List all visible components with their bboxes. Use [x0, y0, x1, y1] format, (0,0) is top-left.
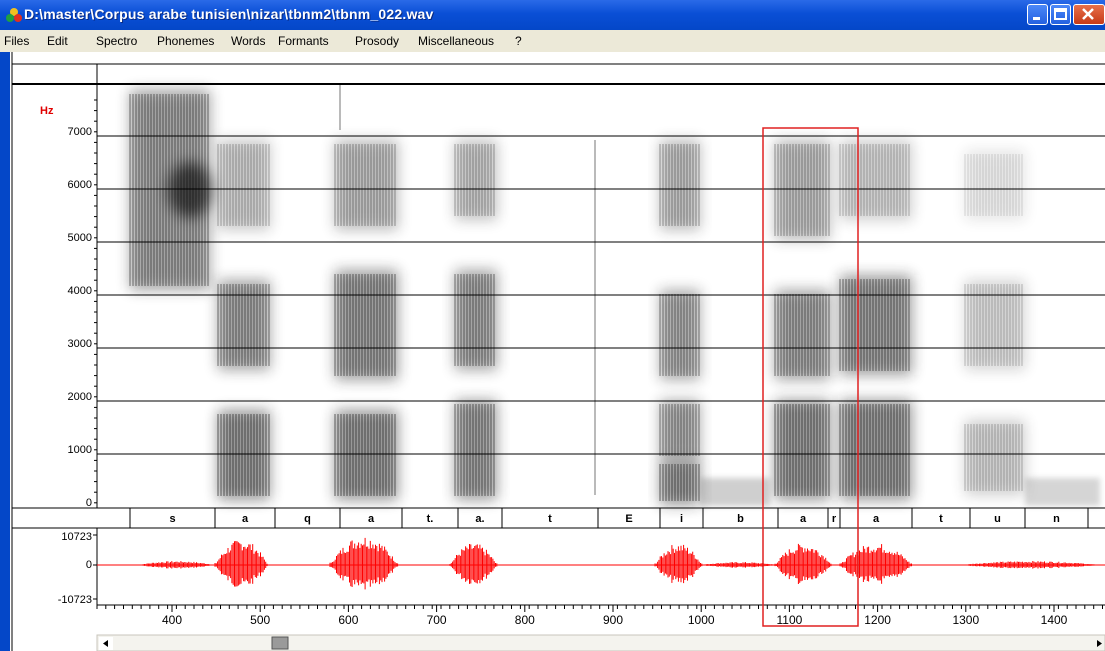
- menu-files[interactable]: Files: [4, 34, 30, 48]
- minimize-button[interactable]: [1027, 4, 1048, 25]
- menu-help[interactable]: ?: [515, 34, 522, 48]
- arrow-right-icon: [1097, 640, 1102, 647]
- window-left-frame: [0, 52, 10, 651]
- spectral-energy: [660, 140, 700, 230]
- spectral-energy: [660, 400, 700, 460]
- spectral-energy: [218, 410, 270, 500]
- spectral-energy: [840, 140, 912, 220]
- spectral-energy: [455, 140, 497, 220]
- phoneme-label[interactable]: a.: [475, 513, 484, 525]
- time-axis: 400 500 600 700 800 900 1000 1100 1200 1300 1400: [96, 604, 1105, 627]
- minimize-icon: [1033, 17, 1040, 20]
- horizontal-scrollbar[interactable]: [96, 634, 1105, 651]
- phoneme-label[interactable]: a: [800, 513, 807, 525]
- waveform-zero-label: 0: [86, 559, 92, 571]
- scroll-thumb[interactable]: [271, 636, 289, 650]
- spectral-energy: [455, 400, 497, 500]
- spectral-energy: [335, 410, 398, 500]
- time-tick-label: 500: [250, 613, 270, 627]
- menu-words[interactable]: Words: [231, 34, 266, 48]
- menu-spectro[interactable]: Spectro: [96, 34, 138, 48]
- spectral-energy: [775, 140, 830, 240]
- menu-bar: Files Edit Spectro Phonemes Words Forman…: [0, 30, 1105, 52]
- phoneme-label[interactable]: t: [939, 513, 943, 525]
- spectral-energy: [1025, 478, 1100, 506]
- maximize-button[interactable]: [1050, 4, 1071, 25]
- phoneme-label[interactable]: t: [548, 513, 552, 525]
- phoneme-label[interactable]: t.: [427, 513, 434, 525]
- top-strip: [12, 63, 1105, 85]
- phoneme-label[interactable]: a: [873, 513, 880, 525]
- close-icon: [1082, 8, 1094, 20]
- phoneme-label[interactable]: E: [625, 513, 632, 525]
- phoneme-label[interactable]: q: [304, 513, 311, 525]
- time-tick-label: 1200: [864, 613, 891, 627]
- frequency-unit-label: Hz: [40, 105, 54, 117]
- menu-formants[interactable]: Formants: [278, 34, 329, 48]
- time-tick-label: 600: [338, 613, 358, 627]
- frequency-tick-label: 4000: [68, 285, 92, 297]
- time-tick-label: 400: [162, 613, 182, 627]
- menu-prosody[interactable]: Prosody: [355, 34, 400, 48]
- spectral-energy: [218, 140, 270, 230]
- spectrogram-panel[interactable]: Hz 7000 6000 5000 4000 3000 2000 1000 0: [40, 84, 1105, 509]
- frequency-tick-label: 6000: [68, 179, 92, 191]
- spectral-energy: [168, 162, 212, 218]
- time-tick-label: 1000: [688, 613, 715, 627]
- time-tick-label: 900: [603, 613, 623, 627]
- spectral-energy: [700, 478, 770, 506]
- waveform-panel[interactable]: 10723 0 -10723: [58, 528, 1105, 606]
- frequency-axis: 7000 6000 5000 4000 3000 2000 1000 0: [68, 99, 97, 509]
- frequency-tick-label: 1000: [68, 444, 92, 456]
- time-tick-label: 800: [515, 613, 535, 627]
- spectral-energy: [965, 420, 1025, 495]
- selection-rectangle[interactable]: [762, 127, 859, 627]
- app-icon: [6, 8, 22, 22]
- time-tick-label: 700: [427, 613, 447, 627]
- spectral-energy: [775, 290, 830, 380]
- arrow-left-icon: [103, 640, 108, 647]
- spectral-energy: [965, 150, 1025, 220]
- spectrogram-image: [129, 85, 1100, 506]
- close-button[interactable]: [1073, 4, 1105, 25]
- frequency-tick-label: 2000: [68, 391, 92, 403]
- frequency-tick-label: 5000: [68, 232, 92, 244]
- time-tick-label: 1100: [776, 613, 802, 627]
- waveform-trace: [97, 537, 1105, 590]
- title-bar: D:\master\Corpus arabe tunisien\nizar\tb…: [0, 0, 1105, 30]
- menu-miscellaneous[interactable]: Miscellaneous: [418, 34, 495, 48]
- spectral-energy: [335, 140, 398, 230]
- spectral-energy: [218, 280, 270, 370]
- spectrogram-grid: [97, 135, 1105, 455]
- time-tick-label: 1300: [952, 613, 979, 627]
- frequency-tick-label: 0: [86, 497, 92, 509]
- maximize-icon: [1054, 8, 1067, 20]
- phoneme-label[interactable]: a: [368, 513, 375, 525]
- spectral-energy: [840, 275, 912, 375]
- spectral-energy: [455, 270, 497, 370]
- phoneme-label[interactable]: i: [680, 513, 683, 525]
- frequency-tick-label: 3000: [68, 338, 92, 350]
- phoneme-label[interactable]: u: [994, 513, 1001, 525]
- waveform-max-label: 10723: [61, 531, 92, 543]
- menu-phonemes[interactable]: Phonemes: [157, 34, 215, 48]
- window-title: D:\master\Corpus arabe tunisien\nizar\tb…: [24, 6, 434, 22]
- phoneme-label[interactable]: r: [832, 513, 837, 525]
- waveform-min-label: -10723: [58, 594, 92, 606]
- phoneme-label[interactable]: a: [242, 513, 249, 525]
- phoneme-label[interactable]: b: [737, 513, 744, 525]
- frequency-tick-label: 7000: [68, 126, 92, 138]
- phoneme-label[interactable]: n: [1053, 513, 1060, 525]
- spectral-energy: [335, 270, 398, 380]
- menu-edit[interactable]: Edit: [47, 34, 68, 48]
- spectral-energy: [660, 290, 700, 380]
- phoneme-label[interactable]: s: [169, 513, 175, 525]
- time-tick-label: 1400: [1041, 613, 1068, 627]
